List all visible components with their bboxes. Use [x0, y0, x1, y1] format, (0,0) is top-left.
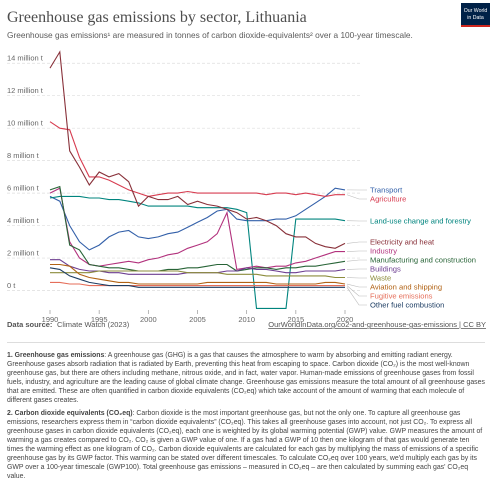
series-line — [49, 121, 345, 197]
y-tick-label: 4 million t — [7, 216, 40, 225]
legend-label: Aviation and shipping — [370, 283, 442, 292]
notes: 1. Greenhouse gas emissions: A greenhous… — [7, 352, 485, 487]
legend-label: Buildings — [370, 265, 401, 274]
chart-subtitle: Greenhouse gas emissions¹ are measured i… — [7, 30, 413, 40]
x-tick-label: 2005 — [189, 315, 206, 324]
logo-text: in Data — [467, 15, 484, 21]
y-tick-label: 12 million t — [7, 86, 44, 95]
series-line — [50, 270, 345, 279]
y-tick-label: 8 million t — [7, 151, 40, 160]
legend-label: Industry — [370, 247, 397, 256]
legend-label: Fugitive emissions — [370, 292, 433, 301]
x-tick-label: 2020 — [337, 315, 354, 324]
y-tick-label: 10 million t — [7, 119, 44, 128]
label-connector — [346, 194, 367, 200]
source-link[interactable]: OurWorldInData.org/co2-and-greenhouse-ga… — [268, 320, 486, 329]
series-line — [49, 195, 346, 309]
source-label: Data source: — [7, 320, 52, 329]
y-tick-label: 14 million t — [7, 54, 44, 63]
x-tick-label: 2015 — [287, 315, 304, 324]
legend-label: Other fuel combustion — [370, 301, 444, 310]
legend-label: Agriculture — [370, 195, 406, 204]
legend-label: Land-use change and forestry — [370, 217, 471, 226]
logo-text: Our World — [464, 8, 488, 14]
separator — [7, 342, 485, 343]
series-line — [50, 281, 345, 287]
x-tick-label: 2010 — [238, 315, 255, 324]
note-text: : A greenhouse gas (GHG) is a gas that c… — [7, 352, 485, 404]
series-line — [49, 185, 346, 272]
label-connector — [346, 259, 367, 262]
note-heading: 1. Greenhouse gas emissions — [7, 352, 105, 359]
chart: Greenhouse gas emissions by sector, Lith… — [7, 3, 490, 329]
legend-label: Waste — [370, 274, 391, 283]
logo-stripe — [461, 25, 490, 27]
series-line — [49, 187, 345, 271]
series-line — [49, 50, 346, 249]
label-connector — [346, 250, 367, 252]
logo-box — [461, 3, 490, 27]
label-connector — [346, 283, 367, 288]
y-tick-label: 2 million t — [7, 249, 40, 258]
series-line — [50, 263, 346, 285]
note-text: : Carbon dioxide is the most important g… — [7, 410, 483, 480]
series-line — [49, 267, 345, 288]
note-heading: 2. Carbon dioxide equivalents (CO₂eq) — [7, 410, 133, 418]
legend-label: Electricity and heat — [370, 238, 435, 247]
x-tick-label: 1990 — [42, 315, 59, 324]
y-tick-label: 6 million t — [7, 184, 40, 193]
legend-label: Transport — [370, 186, 403, 195]
label-connector — [346, 241, 367, 244]
source-text: Climate Watch (2023) — [57, 320, 130, 329]
label-connector — [346, 287, 367, 306]
x-tick-label: 2000 — [140, 315, 157, 324]
legend-label: Manufacturing and construction — [370, 256, 476, 265]
y-tick-label: 0 t — [7, 281, 16, 290]
label-connector — [346, 285, 367, 297]
x-tick-label: 1995 — [91, 315, 108, 324]
series-line — [49, 187, 346, 251]
note: 2. Carbon dioxide equivalents (CO₂eq): C… — [7, 410, 485, 481]
chart-title: Greenhouse gas emissions by sector, Lith… — [7, 9, 307, 26]
note: 1. Greenhouse gas emissions: A greenhous… — [7, 352, 485, 405]
